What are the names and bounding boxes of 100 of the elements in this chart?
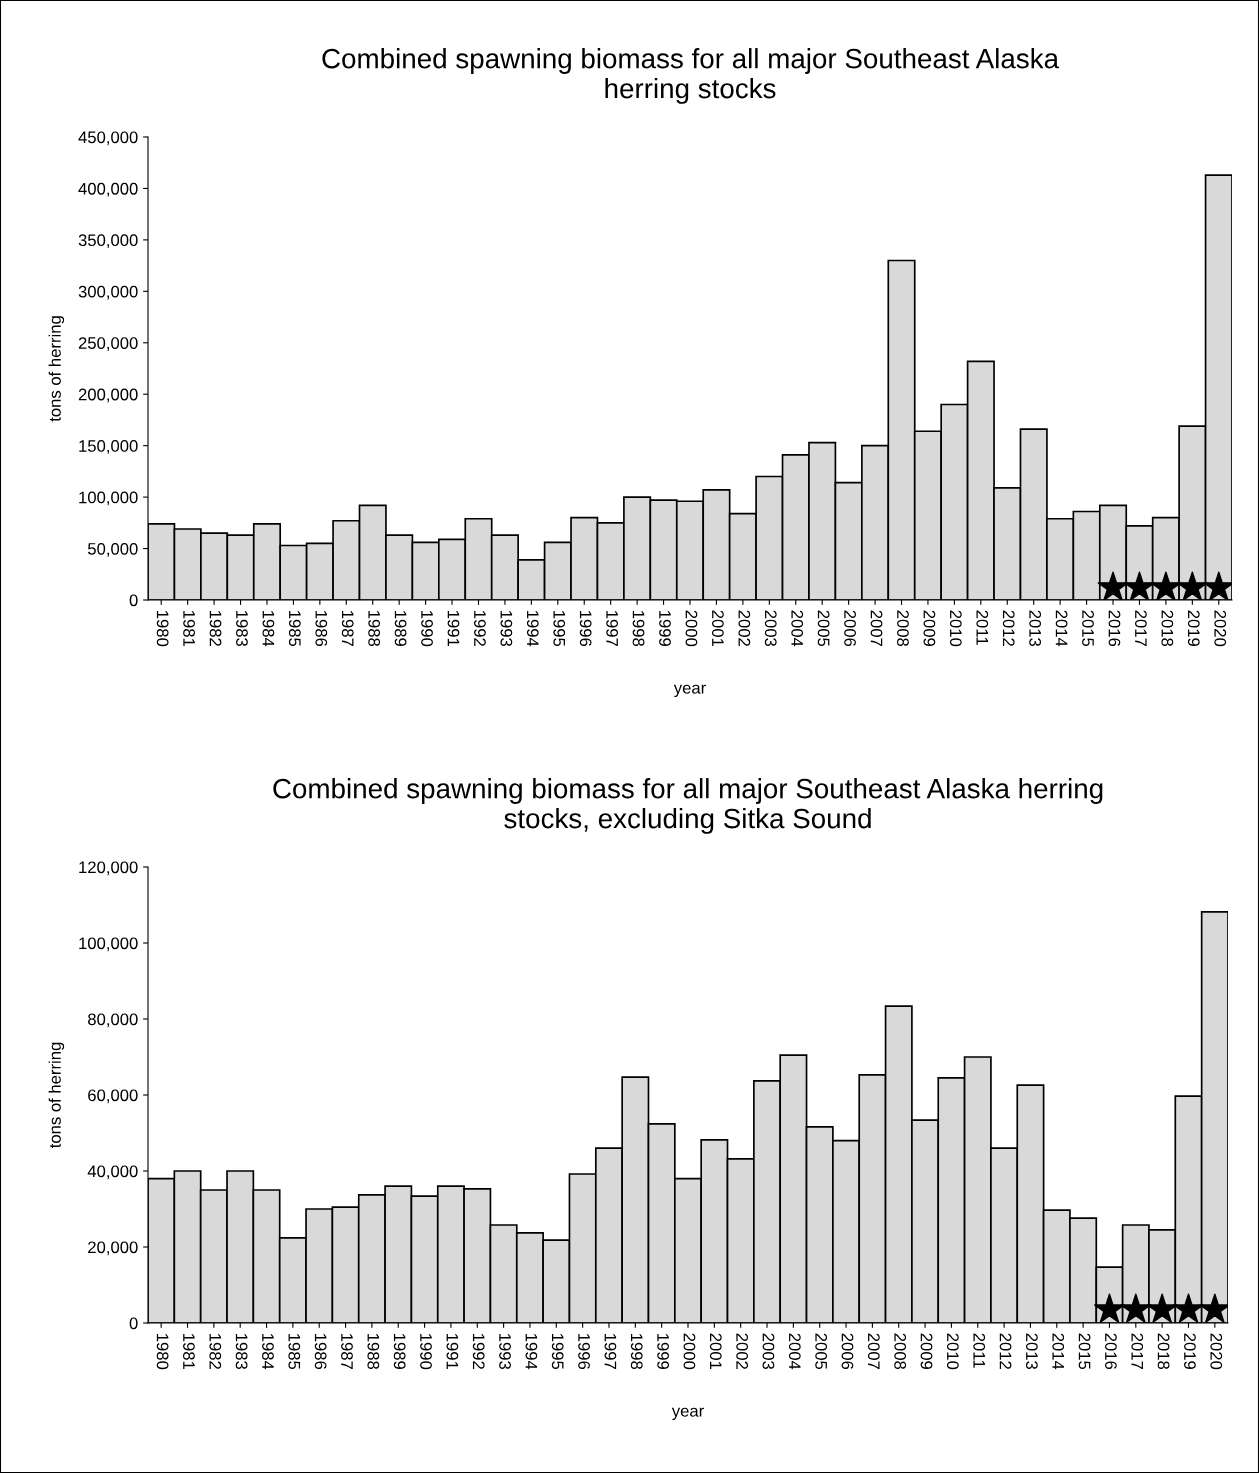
x-tick-label: 1998 — [630, 1333, 643, 1370]
x-tick-label: 1990 — [421, 610, 433, 647]
x-tick-label: 1995 — [551, 1333, 564, 1370]
x-tick-label: 2019 — [1184, 1333, 1196, 1370]
y-axis-title: tons of herring — [48, 316, 65, 422]
y-tick-label: 50,000 — [87, 542, 138, 557]
x-tick-label: 1980 — [156, 1333, 169, 1370]
x-tick-label: 2009 — [923, 610, 936, 647]
x-tick-label: 2013 — [1029, 610, 1042, 647]
x-tick-label: 1990 — [420, 1333, 432, 1370]
x-tick-label: 2014 — [1055, 610, 1068, 647]
x-tick-label: 2018 — [1157, 1333, 1170, 1370]
x-tick-label: 2012 — [1002, 610, 1015, 646]
x-tick-label: 1999 — [659, 610, 671, 647]
x-tick-label: 2001 — [709, 1333, 722, 1369]
x-tick-label: 2000 — [683, 1333, 696, 1370]
x-tick-label: 1986 — [314, 1333, 327, 1370]
y-tick-label: 300,000 — [78, 285, 138, 300]
x-tick-label: 1996 — [579, 610, 592, 647]
x-tick-label: 2002 — [736, 1333, 749, 1369]
y-tick-label: 150,000 — [79, 440, 138, 454]
x-tick-label: 2014 — [1052, 1333, 1065, 1370]
x-tick-label: 1998 — [632, 610, 645, 647]
x-tick-label: 1992 — [472, 1333, 485, 1369]
x-tick-label: 2020 — [1214, 610, 1227, 647]
x-tick-label: 1996 — [578, 1333, 590, 1370]
x-tick-label: 1984 — [262, 1333, 274, 1370]
y-tick-label: 20,000 — [88, 1241, 138, 1256]
x-tick-label: 1982 — [209, 1333, 222, 1369]
y-tick-label: 0 — [129, 1317, 138, 1330]
chart-title: Combined spawning biomass for all major Southeast Alaska herring stocks, excluding Sitka Sound — [273, 778, 1103, 834]
x-tick-label: 2004 — [791, 610, 804, 647]
x-tick-label: 2004 — [788, 1333, 801, 1370]
x-tick-label: 2005 — [815, 1333, 828, 1370]
x-tick-label: 1986 — [315, 610, 328, 647]
x-tick-label: 2013 — [1025, 1333, 1038, 1370]
y-tick-label: 40,000 — [87, 1165, 138, 1180]
x-tick-label: 1999 — [657, 1333, 669, 1370]
x-tick-label: 2002 — [738, 610, 751, 646]
x-tick-label: 1994 — [526, 610, 539, 647]
x-tick-label: 1982 — [209, 610, 222, 646]
y-tick-label: 200,000 — [78, 388, 138, 403]
x-tick-label: 2017 — [1131, 1333, 1144, 1369]
x-tick-label: 2008 — [894, 1333, 907, 1370]
x-tick-label: 1994 — [525, 1333, 538, 1370]
y-tick-label: 400,000 — [78, 182, 138, 197]
chart-title: Combined spawning biomass for all major Southeast Alaska herring stocks — [322, 48, 1060, 104]
x-tick-label: 2011 — [973, 1333, 986, 1368]
y-tick-label: 60,000 — [88, 1089, 138, 1104]
x-tick-label: 1988 — [367, 1333, 380, 1370]
x-tick-label: 1989 — [394, 610, 407, 647]
y-tick-label: 120,000 — [79, 861, 138, 876]
x-tick-label: 1991 — [446, 1333, 459, 1369]
x-tick-label: 1987 — [341, 1333, 353, 1369]
x-tick-label: 2006 — [841, 1333, 854, 1370]
x-tick-label: 2007 — [870, 610, 883, 646]
x-tick-label: 2019 — [1187, 610, 1200, 647]
x-tick-label: 2016 — [1108, 610, 1121, 647]
y-axis-title: tons of herring — [48, 1042, 65, 1149]
x-tick-label: 2001 — [711, 610, 724, 646]
x-tick-label: 1984 — [262, 610, 275, 647]
x-tick-label: 2012 — [999, 1333, 1012, 1369]
x-tick-label: 1985 — [288, 1333, 301, 1370]
y-tick-label: 80,000 — [88, 1013, 138, 1028]
x-tick-label: 2003 — [764, 610, 777, 647]
x-axis-title: year — [673, 684, 706, 698]
x-tick-label: 2017 — [1134, 610, 1147, 646]
x-tick-label: 2010 — [946, 1333, 959, 1370]
x-tick-label: 1980 — [156, 610, 169, 647]
x-tick-label: 2000 — [685, 610, 698, 647]
y-tick-label: 0 — [129, 594, 138, 607]
x-tick-label: 2010 — [949, 610, 962, 647]
x-tick-label: 2006 — [844, 610, 856, 647]
x-tick-label: 1987 — [341, 610, 354, 646]
x-tick-label: 1981 — [183, 1333, 195, 1369]
x-tick-label: 1981 — [183, 610, 195, 646]
x-tick-label: 1993 — [499, 1333, 511, 1370]
x-tick-label: 1997 — [604, 1333, 617, 1369]
y-tick-label: 450,000 — [78, 131, 138, 146]
x-tick-label: 2008 — [897, 610, 909, 647]
x-tick-label: 2009 — [920, 1333, 933, 1370]
y-tick-label: 250,000 — [78, 337, 138, 351]
x-tick-label: 1997 — [606, 610, 619, 646]
x-tick-label: 1989 — [393, 1333, 406, 1370]
x-tick-label: 2007 — [867, 1333, 880, 1369]
x-tick-label: 2011 — [976, 610, 989, 645]
x-tick-label: 2020 — [1210, 1333, 1223, 1370]
x-tick-label: 1993 — [500, 610, 513, 647]
x-tick-label: 2018 — [1161, 610, 1174, 647]
x-tick-label: 1988 — [368, 610, 381, 647]
x-axis-title: year — [671, 1407, 704, 1421]
x-tick-label: 1992 — [474, 610, 486, 646]
y-tick-label: 100,000 — [79, 937, 138, 952]
x-tick-label: 1995 — [553, 610, 566, 647]
x-tick-label: 1983 — [236, 610, 248, 647]
x-tick-label: 1991 — [447, 610, 460, 646]
x-tick-label: 2003 — [762, 1333, 775, 1370]
y-tick-label: 350,000 — [78, 234, 138, 249]
x-tick-label: 1985 — [288, 610, 301, 647]
x-tick-label: 2015 — [1078, 1333, 1091, 1370]
